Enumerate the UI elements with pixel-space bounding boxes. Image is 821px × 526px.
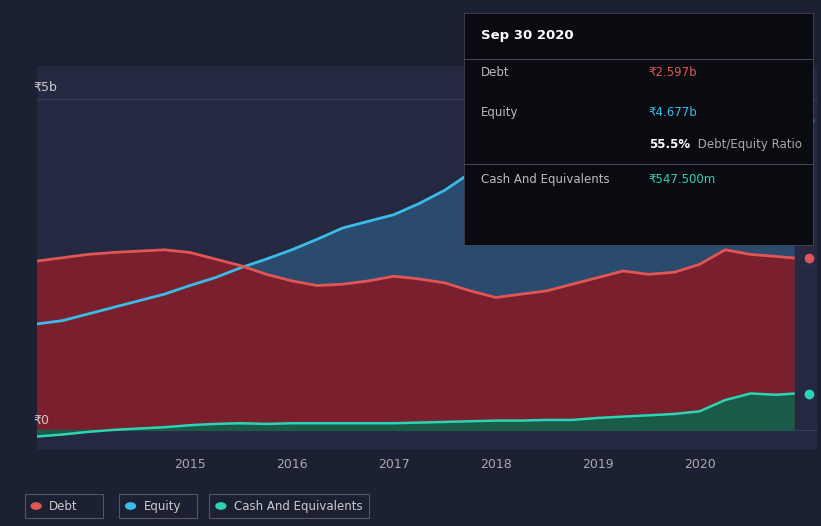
Text: Cash And Equivalents: Cash And Equivalents bbox=[234, 500, 363, 512]
Text: Sep 30 2020: Sep 30 2020 bbox=[481, 29, 574, 43]
Text: ₹4.677b: ₹4.677b bbox=[649, 106, 698, 119]
Text: ₹5b: ₹5b bbox=[33, 80, 57, 94]
Text: ₹547.500m: ₹547.500m bbox=[649, 173, 716, 186]
Text: ₹0: ₹0 bbox=[33, 414, 48, 427]
Text: Debt: Debt bbox=[481, 66, 510, 79]
Text: ₹2.597b: ₹2.597b bbox=[649, 66, 697, 79]
Text: Debt: Debt bbox=[49, 500, 78, 512]
Text: Cash And Equivalents: Cash And Equivalents bbox=[481, 173, 610, 186]
Text: 55.5%: 55.5% bbox=[649, 138, 690, 151]
Text: Equity: Equity bbox=[144, 500, 181, 512]
Text: Equity: Equity bbox=[481, 106, 519, 119]
Text: Debt/Equity Ratio: Debt/Equity Ratio bbox=[695, 138, 802, 151]
